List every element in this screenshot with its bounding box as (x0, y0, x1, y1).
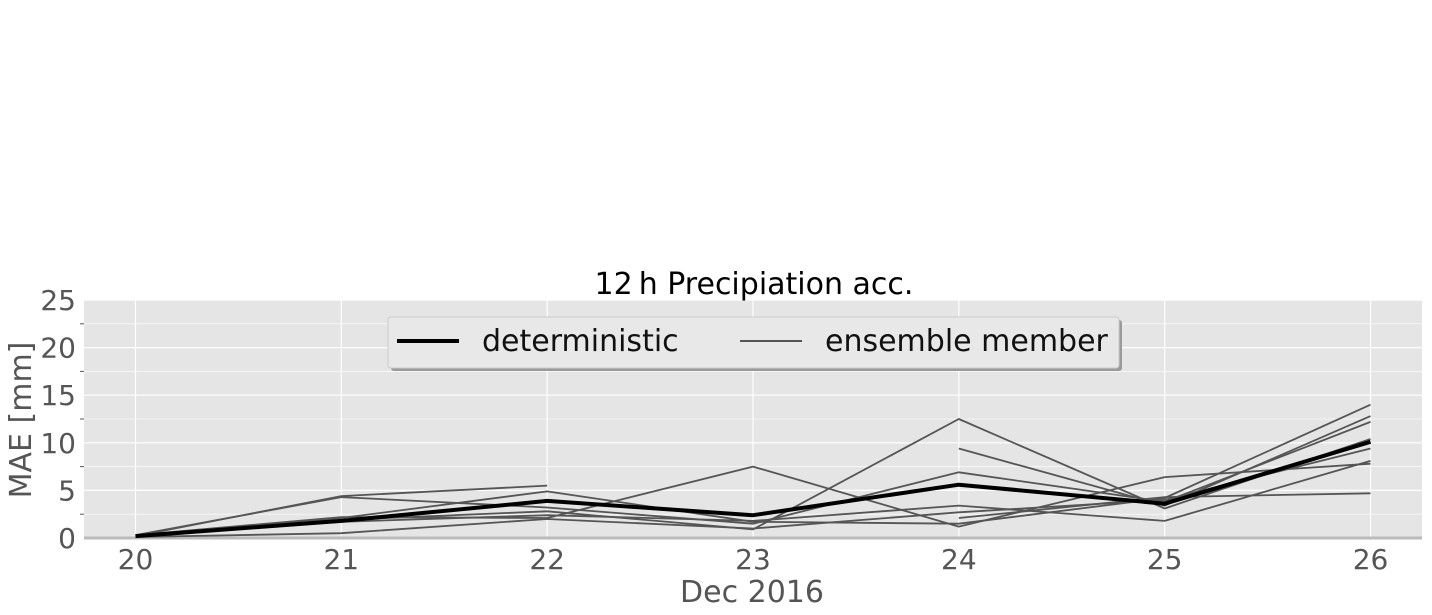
legend: deterministic ensemble member (387, 316, 1122, 371)
x-tick-label: 24 (941, 543, 977, 576)
legend-box (387, 316, 1120, 369)
x-tick-label: 20 (118, 543, 154, 576)
x-tick-label: 26 (1353, 543, 1389, 576)
x-tick-label: 25 (1147, 543, 1183, 576)
chart-title: 12 h Precipiation acc. (595, 267, 914, 302)
y-tick-label: 0 (58, 522, 76, 555)
x-tick-label: 22 (529, 543, 565, 576)
y-axis-ticks: 0 5 10 15 20 25 (40, 284, 84, 555)
x-tick-label: 23 (735, 543, 771, 576)
y-tick-label: 25 (40, 284, 76, 317)
series-line-deterministic (135, 439, 1372, 539)
y-tick-label: 20 (40, 332, 76, 365)
y-tick-label: 10 (40, 427, 76, 460)
y-axis-label: MAE [mm] (4, 342, 39, 499)
x-axis-label: Dec 2016 (680, 575, 824, 610)
series-lines (135, 403, 1372, 539)
series-line-ensemble-member (135, 447, 1371, 538)
y-tick-label: 5 (58, 474, 76, 507)
legend-label-deterministic: deterministic (482, 324, 679, 359)
legend-label-ensemble-member: ensemble member (825, 324, 1109, 359)
x-tick-label: 21 (323, 543, 359, 576)
series-line-ensemble-member (958, 492, 1371, 519)
y-tick-label: 15 (40, 379, 76, 412)
x-axis-ticks: 20 21 22 23 24 25 26 (118, 543, 1389, 576)
series-line-ensemble-member (135, 462, 1371, 536)
